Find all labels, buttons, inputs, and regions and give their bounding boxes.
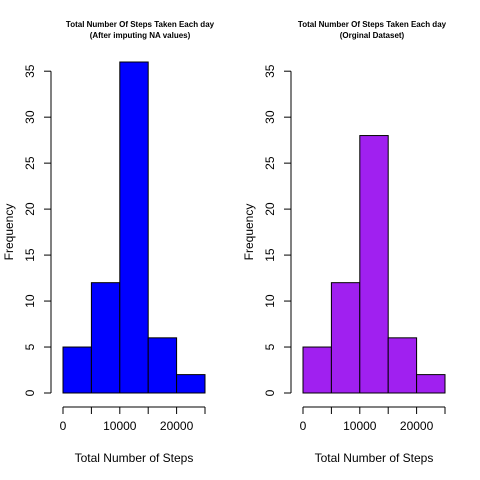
chart-subtitle: (After imputing NA values) bbox=[90, 31, 191, 40]
chart-title: Total Number Of Steps Taken Each day bbox=[298, 20, 447, 29]
y-tick-label: 30 bbox=[263, 110, 277, 124]
y-tick-label: 15 bbox=[263, 248, 277, 262]
y-tick-label: 5 bbox=[23, 343, 37, 350]
histogram-bar bbox=[119, 61, 149, 394]
y-tick-label: 20 bbox=[263, 202, 277, 216]
histogram-bar bbox=[359, 135, 389, 394]
y-tick-label: 35 bbox=[23, 64, 37, 78]
x-axis: 0 10000 20000 bbox=[60, 406, 206, 433]
y-tick-label: 0 bbox=[263, 389, 277, 396]
histogram-bar bbox=[302, 346, 332, 394]
y-tick-label: 10 bbox=[263, 294, 277, 308]
y-tick-label: 0 bbox=[23, 389, 37, 396]
histogram-bar bbox=[62, 346, 92, 394]
x-tick-label: 0 bbox=[60, 419, 67, 433]
x-axis-label: Total Number of Steps bbox=[75, 451, 194, 465]
bars-group bbox=[302, 135, 446, 394]
y-tick-label: 30 bbox=[23, 110, 37, 124]
y-axis: 0 5 10 15 20 25 30 35 bbox=[263, 64, 292, 396]
x-tick-label: 10000 bbox=[103, 419, 137, 433]
x-axis: 0 10000 20000 bbox=[300, 406, 446, 433]
histogram-bar bbox=[387, 337, 418, 394]
chart-title: Total Number Of Steps Taken Each day bbox=[66, 20, 215, 29]
histogram-panel-original: Total Number Of Steps Taken Each day (Or… bbox=[242, 20, 447, 465]
histogram-panel-imputed: Total Number Of Steps Taken Each day (Af… bbox=[2, 20, 215, 465]
x-tick-label: 20000 bbox=[400, 419, 434, 433]
y-axis: 0 5 10 15 20 25 30 35 bbox=[23, 64, 52, 396]
y-axis-label: Frequency bbox=[242, 204, 256, 261]
y-tick-label: 20 bbox=[23, 202, 37, 216]
x-tick-label: 20000 bbox=[160, 419, 194, 433]
y-tick-label: 25 bbox=[263, 156, 277, 170]
x-tick-label: 10000 bbox=[343, 419, 377, 433]
histogram-bar bbox=[176, 374, 206, 394]
histogram-bar bbox=[330, 282, 361, 394]
x-axis-label: Total Number of Steps bbox=[315, 451, 434, 465]
y-axis-label: Frequency bbox=[2, 204, 16, 261]
chart-subtitle: (Orginal Dataset) bbox=[340, 31, 405, 40]
y-tick-label: 10 bbox=[23, 294, 37, 308]
x-tick-label: 0 bbox=[300, 419, 307, 433]
y-tick-label: 15 bbox=[23, 248, 37, 262]
histogram-bar bbox=[90, 282, 121, 394]
y-tick-label: 25 bbox=[23, 156, 37, 170]
y-tick-label: 35 bbox=[263, 64, 277, 78]
histogram-bar bbox=[147, 337, 178, 394]
histogram-bar bbox=[416, 374, 446, 394]
bars-group bbox=[62, 61, 206, 394]
y-tick-label: 5 bbox=[263, 343, 277, 350]
